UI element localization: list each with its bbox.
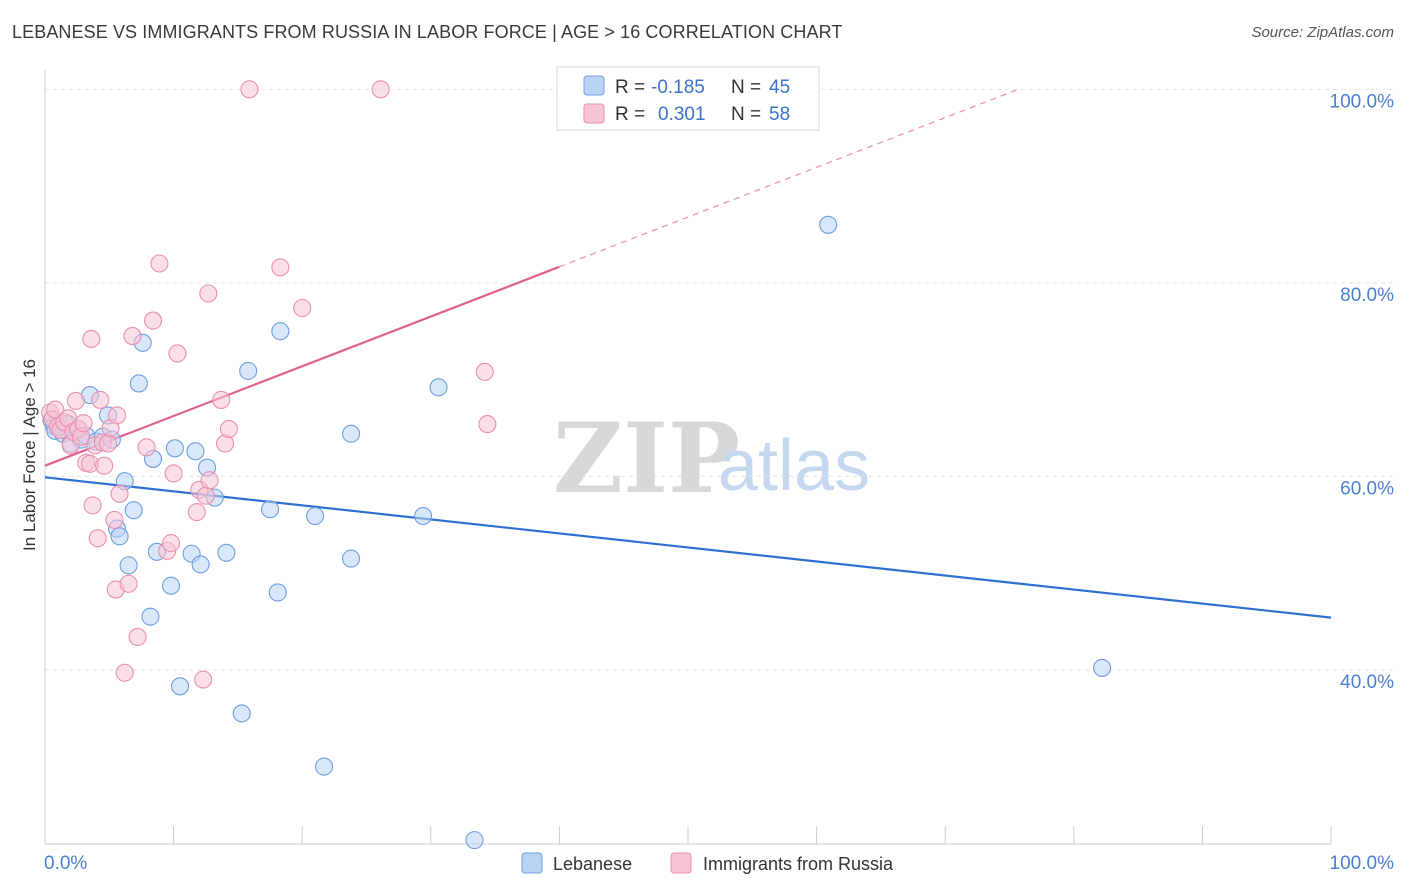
data-points (41, 80, 1112, 850)
point-russia-31 (128, 627, 147, 647)
point-lebanese-44 (429, 378, 448, 397)
point-lebanese-26 (165, 439, 184, 458)
point-lebanese-29 (186, 442, 205, 461)
series-legend-swatch-russia (670, 852, 692, 874)
point-russia-52 (475, 362, 494, 381)
point-russia-38 (168, 344, 187, 363)
x-tick-label-1: 100.0% (1330, 853, 1395, 874)
point-lebanese-43 (414, 506, 433, 526)
y-tick-label-0: 40.0% (1340, 672, 1394, 693)
trend-line-dashed-1 (559, 88, 1019, 268)
point-russia-24 (105, 510, 124, 529)
point-russia-43 (199, 284, 218, 303)
watermark-atlas: atlas (718, 426, 870, 506)
point-russia-36 (161, 534, 181, 553)
point-lebanese-47 (1093, 658, 1112, 677)
point-lebanese-16 (110, 527, 129, 546)
series-legend-label-lebanese: Lebanese (553, 854, 632, 874)
point-russia-19 (91, 390, 110, 409)
point-russia-49 (271, 258, 290, 277)
trend-line-solid-0 (44, 476, 1332, 619)
point-lebanese-33 (217, 543, 236, 562)
point-lebanese-34 (232, 704, 251, 723)
point-russia-32 (137, 438, 156, 457)
point-russia-18 (88, 529, 107, 548)
point-russia-34 (150, 254, 169, 273)
legend-n-label-1: N = (731, 77, 761, 98)
point-russia-15 (82, 329, 101, 349)
point-russia-30 (123, 327, 142, 346)
point-lebanese-38 (271, 322, 290, 341)
legend-r-value-2: 0.301 (658, 104, 706, 125)
point-russia-27 (110, 484, 129, 503)
point-russia-41 (194, 670, 213, 689)
y-axis-label: In Labor Force | Age > 16 (20, 359, 39, 551)
point-russia-44 (200, 471, 219, 490)
point-lebanese-46 (819, 215, 838, 234)
point-lebanese-40 (315, 757, 334, 776)
correlation-legend: R = -0.185 N = 45 R = 0.301 N = 58 (556, 66, 820, 131)
watermark: ZIP atlas (553, 402, 870, 515)
point-lebanese-27 (170, 677, 190, 696)
point-lebanese-45 (465, 831, 484, 850)
source-label: Source: ZipAtlas.com (1251, 24, 1394, 41)
point-lebanese-35 (239, 361, 258, 380)
point-russia-53 (478, 415, 497, 434)
series-legend-label-russia: Immigrants from Russia (703, 854, 894, 874)
point-russia-48 (240, 80, 259, 99)
point-lebanese-18 (119, 556, 138, 575)
point-russia-28 (115, 663, 134, 682)
tick-labels: 40.0% 60.0% 80.0% 100.0% 0.0% 100.0% (44, 91, 1394, 874)
point-russia-29 (119, 574, 138, 593)
trend-line-solid-1 (44, 265, 560, 467)
series-legend: Lebanese Immigrants from Russia (521, 852, 894, 874)
point-lebanese-39 (306, 506, 325, 526)
chart-title: LEBANESE VS IMMIGRANTS FROM RUSSIA IN LA… (12, 22, 843, 42)
point-russia-47 (219, 419, 238, 438)
legend-r-label-2: R = (615, 104, 645, 125)
watermark-zip: ZIP (553, 402, 740, 515)
point-lebanese-20 (129, 374, 148, 393)
point-russia-21 (95, 456, 114, 475)
point-lebanese-41 (342, 549, 361, 568)
point-lebanese-36 (260, 500, 280, 519)
legend-n-value-1: 45 (769, 77, 790, 98)
y-tick-label-3: 100.0% (1330, 91, 1395, 112)
point-russia-22 (98, 434, 118, 453)
point-russia-39 (187, 503, 206, 522)
legend-r-value-1: -0.185 (651, 77, 705, 98)
point-russia-37 (164, 464, 183, 483)
axes (44, 70, 1332, 845)
point-russia-45 (212, 390, 231, 409)
series-legend-swatch-lebanese (521, 852, 543, 874)
point-russia-16 (83, 496, 102, 515)
point-russia-12 (74, 414, 93, 433)
legend-n-value-2: 58 (769, 104, 790, 125)
point-russia-2 (46, 400, 65, 419)
legend-r-label-1: R = (615, 77, 645, 98)
point-lebanese-30 (191, 555, 210, 574)
point-lebanese-22 (141, 607, 160, 626)
point-russia-42 (196, 486, 215, 505)
legend-swatch-lebanese (583, 75, 605, 96)
y-tick-label-2: 80.0% (1340, 285, 1394, 306)
y-tick-label-1: 60.0% (1340, 478, 1394, 499)
legend-n-label-2: N = (731, 104, 761, 125)
point-lebanese-37 (268, 583, 287, 602)
point-lebanese-25 (161, 576, 181, 595)
point-lebanese-42 (342, 424, 361, 443)
trend-lines (44, 88, 1332, 619)
point-lebanese-19 (124, 501, 143, 520)
point-russia-26 (107, 406, 127, 425)
point-russia-9 (66, 391, 85, 410)
legend-swatch-russia (583, 103, 605, 124)
point-russia-33 (143, 311, 163, 330)
point-russia-50 (293, 298, 312, 318)
x-tick-label-0: 0.0% (44, 853, 87, 874)
point-russia-51 (371, 80, 390, 99)
